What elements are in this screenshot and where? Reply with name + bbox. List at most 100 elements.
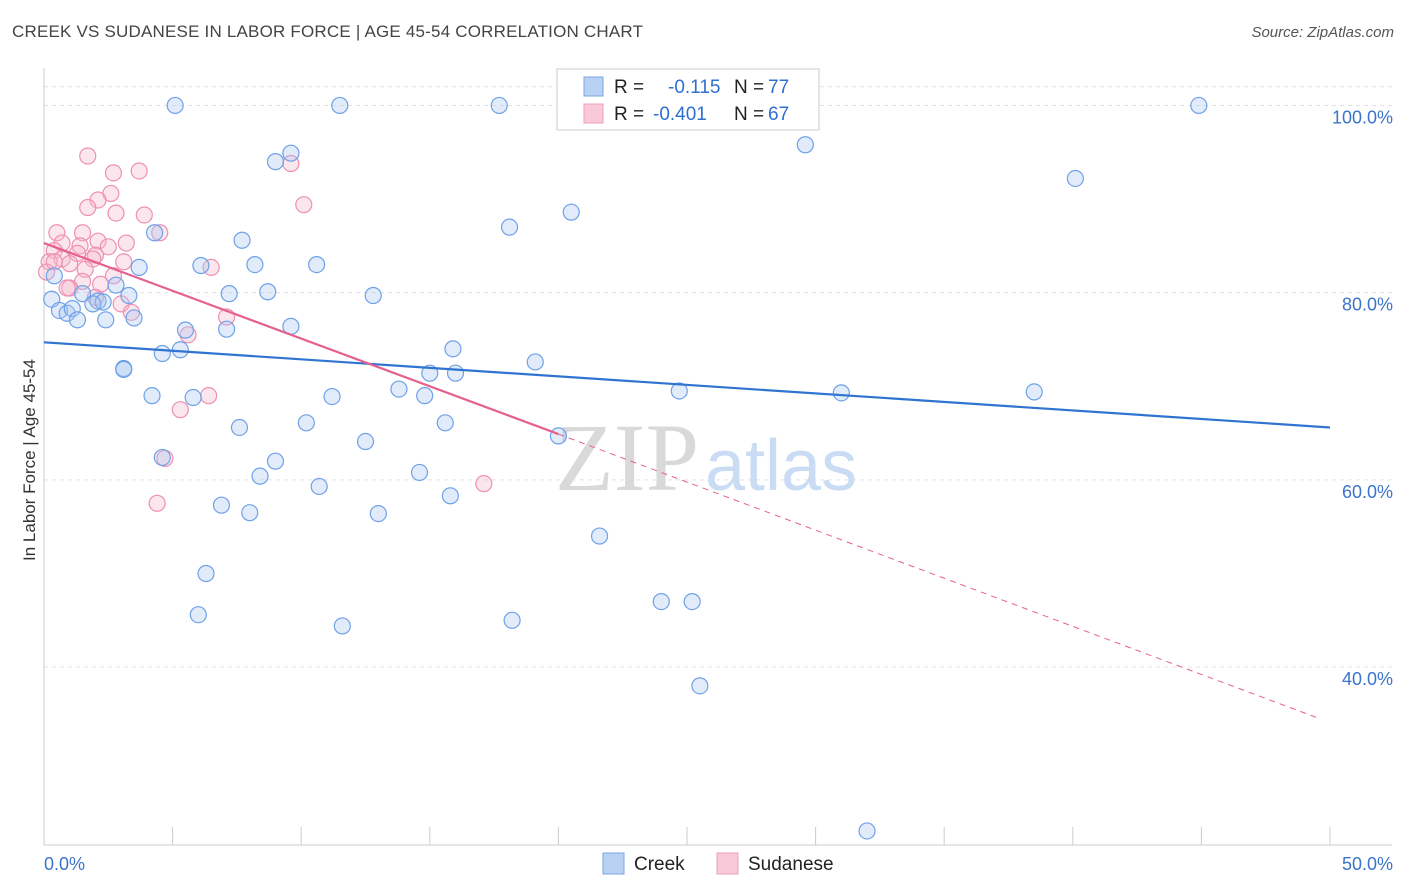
creek-points <box>43 96 1208 840</box>
chart-title: CREEK VS SUDANESE IN LABOR FORCE | AGE 4… <box>12 22 644 41</box>
sudanese-point <box>104 164 123 182</box>
sudanese-point <box>61 255 79 273</box>
source-note: Source: ZipAtlas.com <box>1251 24 1394 41</box>
sudanese-point <box>89 232 107 250</box>
sudanese-point <box>115 253 133 271</box>
sudanese-point <box>179 326 197 344</box>
creek-point <box>84 295 102 313</box>
creek-point <box>266 153 285 171</box>
y-tick-label: 100.0% <box>1332 107 1393 127</box>
y-tick-label: 80.0% <box>1342 295 1393 315</box>
x-tick-label: 0.0% <box>44 854 85 874</box>
creek-point <box>115 360 133 379</box>
bottom-legend-swatch-sudanese <box>716 852 739 875</box>
creek-point <box>89 292 107 310</box>
sudanese-point <box>200 387 218 405</box>
sudanese-points <box>37 147 493 512</box>
creek-point <box>331 96 349 115</box>
creek-point <box>153 448 171 467</box>
sudanese-point <box>171 401 189 419</box>
creek-point <box>416 387 434 405</box>
creek-point <box>220 285 238 303</box>
creek-point <box>364 286 382 305</box>
creek-point <box>184 388 202 407</box>
tick-labels: 40.0% 60.0% 80.0% 100.0% 0.0% 50.0% <box>44 107 1393 874</box>
sudanese-point <box>73 224 92 242</box>
creek-point <box>323 387 341 406</box>
sudanese-point <box>148 494 166 512</box>
sudanese-point <box>117 234 135 252</box>
creek-point <box>410 463 429 482</box>
creek-point <box>189 606 207 624</box>
creek-point <box>259 283 277 301</box>
creek-point <box>441 487 459 505</box>
creek-point <box>241 504 259 522</box>
creek-point <box>68 311 87 329</box>
creek-point <box>120 286 138 305</box>
creek-point <box>63 299 81 318</box>
creek-point <box>107 276 125 294</box>
creek-point <box>308 255 326 274</box>
creek-point <box>503 611 521 629</box>
sudanese-point <box>58 279 76 297</box>
legend-swatch-creek <box>583 76 604 97</box>
legend-swatch-sudanese <box>583 103 604 124</box>
creek-point <box>1066 169 1084 188</box>
sudanese-point <box>202 258 220 276</box>
creek-point <box>218 320 236 338</box>
creek-point <box>691 677 709 695</box>
y-tick-label: 40.0% <box>1342 669 1393 689</box>
creek-point <box>212 496 231 514</box>
creek-point <box>526 353 544 371</box>
creek-point <box>1025 383 1043 401</box>
creek-point <box>246 255 264 274</box>
creek-point <box>197 564 215 583</box>
creek-point <box>266 452 285 470</box>
creek-point <box>562 203 580 221</box>
legend-n-value-sudanese: 67 <box>768 104 789 125</box>
sudanese-point <box>45 253 63 271</box>
legend-box: R = -0.115 N = 77 R = -0.401 N = 67 <box>556 68 820 131</box>
creek-point <box>233 231 251 249</box>
creek-point <box>251 467 269 485</box>
sudanese-point <box>79 198 97 217</box>
creek-point <box>490 96 508 115</box>
creek-point <box>652 593 670 611</box>
creek-point <box>1190 96 1208 115</box>
creek-point <box>683 593 701 611</box>
legend-n-label-sudanese: N = <box>734 104 764 125</box>
watermark-zip: ZIP <box>555 404 699 511</box>
creek-point <box>369 505 387 523</box>
creek-point <box>446 364 465 382</box>
gridlines <box>44 86 1392 668</box>
creek-point <box>436 414 454 432</box>
creek-point <box>500 218 519 236</box>
sudanese-point <box>107 204 125 222</box>
creek-point <box>73 285 92 303</box>
trend-lines <box>43 242 1331 719</box>
creek-point <box>192 256 210 275</box>
creek-point <box>58 304 76 322</box>
creek-point <box>796 136 814 154</box>
x-tick-label: 50.0% <box>1342 854 1393 874</box>
creek-point <box>390 380 408 398</box>
creek-point <box>670 382 688 400</box>
legend-r-label-sudanese: R = <box>614 104 644 125</box>
legend-n-label-creek: N = <box>734 77 764 98</box>
sudanese-point <box>135 206 153 224</box>
creek-point <box>832 384 850 402</box>
creek-point <box>166 96 184 115</box>
bottom-legend-label-sudanese: Sudanese <box>748 854 834 875</box>
bottom-legend-label-creek: Creek <box>634 854 685 875</box>
sudanese-trend-line <box>43 242 559 436</box>
watermark-atlas: atlas <box>705 426 857 506</box>
sudanese-trend-extension <box>558 433 1318 719</box>
creek-point <box>282 144 300 162</box>
legend-n-value-creek: 77 <box>768 77 789 98</box>
creek-trend-line <box>43 341 1331 429</box>
sudanese-point <box>130 162 148 180</box>
creek-point <box>858 822 876 840</box>
bottom-legend: Creek Sudanese <box>602 852 834 875</box>
creek-point <box>143 387 161 405</box>
bottom-legend-swatch-creek <box>602 852 625 875</box>
